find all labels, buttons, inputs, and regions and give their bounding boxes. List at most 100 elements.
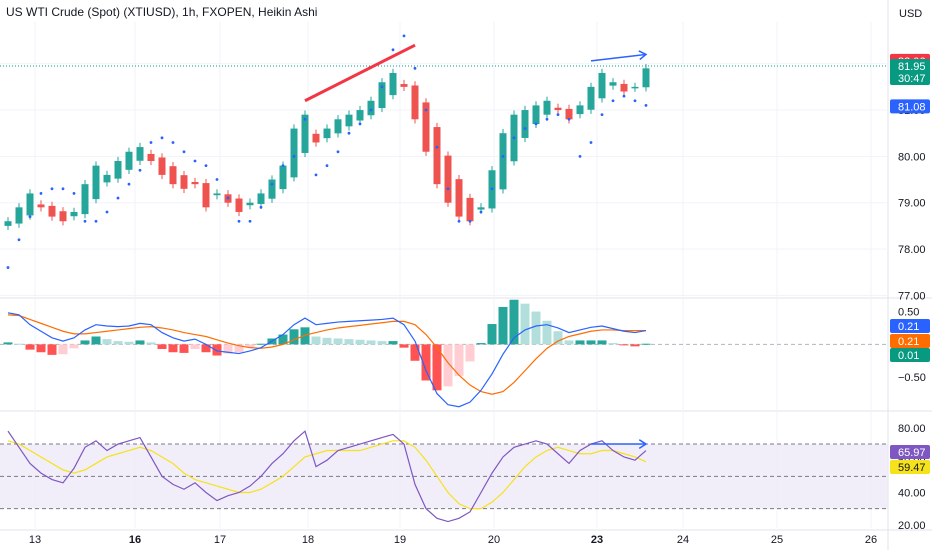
psar-dot	[391, 48, 395, 52]
psar-dot	[479, 210, 483, 214]
psar-dot	[39, 192, 43, 195]
candle-body	[466, 197, 474, 222]
psar-dot	[237, 219, 241, 223]
macd-histogram-bar	[564, 340, 574, 345]
rsi-tick-label: 40.00	[898, 487, 926, 499]
macd-badge	[890, 348, 930, 362]
candle-body	[158, 157, 166, 175]
candle-body	[191, 181, 199, 185]
macd-histogram-bar	[135, 340, 145, 345]
rsi-tick-label: 20.00	[898, 520, 926, 532]
macd-histogram-bar	[289, 329, 299, 345]
candle-body	[565, 108, 573, 120]
macd-histogram-bar	[520, 303, 530, 345]
candle-body	[587, 86, 595, 110]
psar-dot	[215, 178, 219, 181]
psar-dot	[160, 136, 164, 140]
psar-dot	[17, 238, 21, 242]
psar-dot	[138, 168, 142, 172]
macd-histogram-bar	[399, 344, 409, 348]
macd-histogram-bar	[597, 340, 607, 345]
rsi-pane[interactable]	[0, 430, 888, 523]
price-tick-label: 77.00	[898, 290, 926, 302]
macd-histogram-bar	[432, 344, 442, 391]
macd-badge	[890, 334, 930, 348]
candle-body	[114, 161, 122, 179]
time-tick-label: 17	[214, 534, 226, 546]
candle-body	[631, 86, 639, 89]
psar-dot	[226, 196, 230, 200]
candle-body	[334, 119, 342, 134]
macd-histogram-bar	[146, 342, 156, 345]
macd-badge	[890, 319, 930, 333]
macd-histogram-bar	[168, 344, 178, 353]
psar-dot	[182, 150, 186, 154]
time-tick-label: 13	[29, 534, 41, 546]
price-tick-label: 78.00	[898, 244, 926, 256]
macd-histogram-bar	[388, 341, 398, 345]
candle-body	[48, 205, 56, 217]
candle-body	[235, 198, 243, 212]
macd-tick-label: 0.50	[898, 307, 919, 319]
rsi-divergence-arrow-head	[638, 439, 648, 449]
candle-body	[180, 175, 188, 189]
candle-body	[268, 179, 276, 199]
macd-histogram-bar	[278, 334, 288, 345]
macd-histogram-bar	[102, 339, 112, 345]
psar-dot	[116, 196, 120, 200]
macd-histogram-bar	[553, 331, 563, 345]
candle-body	[532, 105, 540, 125]
divergence-trendline	[304, 43, 416, 103]
macd-histogram-bar	[443, 344, 453, 387]
time-tick-label: 20	[488, 534, 500, 546]
time-tick-label: 26	[865, 534, 877, 546]
psar-dot	[523, 127, 527, 130]
macd-histogram-bar	[58, 344, 68, 355]
psar-dot	[72, 192, 76, 195]
chart-title: US WTI Crude (Spot) (XTIUSD), 1h, FXOPEN…	[6, 5, 317, 19]
macd-histogram-bar	[454, 344, 464, 376]
psar-dot	[578, 154, 582, 158]
macd-histogram-bar	[377, 341, 387, 345]
macd-histogram-bar	[366, 340, 376, 345]
divergence-arrow-head	[638, 50, 648, 61]
candle-body	[521, 110, 529, 138]
macd-histogram-bar	[80, 340, 90, 345]
macd-histogram-bar	[25, 344, 35, 350]
psar-dot	[259, 205, 263, 209]
candle-body	[147, 153, 155, 161]
macd-histogram-bar	[619, 344, 629, 346]
macd-histogram-bar	[223, 344, 233, 354]
candle-body	[499, 133, 507, 190]
price-pane[interactable]	[0, 34, 888, 269]
psar-dot	[193, 159, 197, 163]
macd-histogram-bar	[234, 344, 244, 353]
macd-histogram-bar	[14, 343, 24, 345]
price-badge-label: 81.08	[898, 101, 926, 113]
candle-body	[411, 85, 419, 120]
rsi-line	[7, 430, 647, 523]
macd-histogram-bar	[586, 340, 596, 345]
psar-dot	[204, 164, 208, 168]
psar-dot	[512, 136, 516, 140]
psar-dot	[303, 117, 307, 121]
macd-histogram-bar	[212, 344, 222, 356]
candle-body	[213, 193, 221, 196]
macd-histogram-bar	[575, 340, 585, 345]
psar-dot	[358, 122, 362, 126]
rsi-badge	[890, 445, 930, 459]
macd-pane[interactable]	[0, 299, 888, 408]
psar-dot	[633, 99, 637, 103]
macd-histogram-bar	[476, 343, 486, 345]
candle-body	[422, 102, 430, 152]
psar-dot	[534, 122, 538, 126]
macd-signal-line	[7, 314, 646, 395]
psar-dot	[644, 104, 648, 107]
psar-dot	[325, 164, 329, 168]
candle-body	[202, 183, 210, 208]
candle-body	[543, 100, 551, 115]
candle-body	[4, 221, 12, 226]
candle-body	[103, 174, 111, 183]
